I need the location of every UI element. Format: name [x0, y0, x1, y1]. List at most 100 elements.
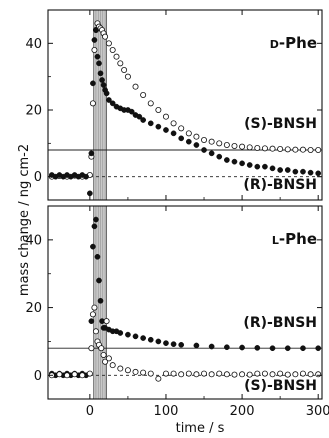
data-point [88, 345, 95, 352]
data-point [147, 120, 154, 127]
data-point [254, 370, 261, 377]
data-point [277, 145, 284, 152]
data-point [300, 345, 306, 352]
data-point [246, 144, 253, 151]
data-point [284, 167, 291, 173]
y-tick-label: 20 [25, 104, 42, 119]
y-axis-title: mass change / ng cm-2 [17, 144, 32, 296]
data-point [239, 371, 246, 378]
data-point [140, 92, 147, 99]
data-point [208, 138, 215, 145]
data-point [239, 143, 246, 150]
data-point [201, 147, 207, 153]
data-point [147, 100, 154, 107]
data-point [91, 304, 98, 311]
data-point [155, 107, 162, 114]
data-point [86, 370, 93, 377]
data-point [147, 370, 154, 377]
data-point [96, 277, 102, 284]
data-point [185, 138, 192, 145]
panel-l-phe: (R)-BNSH (S)-BNSH 0 20 40 0 100 200 300 L-Phe [25, 205, 329, 419]
x-tick-label: 100 [154, 404, 179, 419]
data-point [140, 117, 146, 123]
data-point [254, 163, 261, 170]
data-point [155, 375, 162, 382]
data-point [178, 371, 185, 378]
data-point [106, 97, 112, 103]
data-point [128, 108, 135, 115]
data-point [170, 120, 177, 127]
data-point [224, 344, 230, 351]
data-point [132, 368, 139, 375]
data-point [307, 169, 314, 176]
series-label: (S)-BNSH [244, 116, 317, 132]
data-point [300, 168, 306, 175]
data-point [113, 53, 120, 60]
data-point [261, 145, 268, 152]
data-point [246, 371, 253, 378]
data-point [269, 165, 276, 172]
data-point [307, 371, 314, 378]
data-point [269, 371, 276, 378]
data-point [193, 342, 200, 349]
data-point [109, 100, 116, 107]
data-point [239, 160, 245, 167]
data-point [185, 130, 192, 137]
x-tick-label: 0 [86, 404, 94, 419]
data-point [90, 243, 96, 250]
data-point [140, 335, 146, 341]
data-point [117, 60, 124, 67]
data-point [94, 53, 101, 60]
series-label: (S)-BNSH [244, 378, 317, 394]
data-point [132, 333, 139, 340]
data-point [102, 358, 109, 365]
data-point [269, 345, 276, 352]
data-point [262, 163, 268, 170]
series-label: (R)-BNSH [243, 177, 317, 193]
data-point [102, 33, 109, 40]
data-point [117, 330, 124, 336]
data-point [162, 370, 169, 377]
data-point [124, 73, 131, 80]
data-point [117, 365, 124, 372]
data-point [224, 157, 230, 163]
y-tick-label: 0 [34, 170, 42, 185]
data-point [208, 150, 215, 157]
data-point [307, 146, 314, 153]
data-point [315, 170, 322, 177]
data-point [89, 100, 96, 107]
data-point [140, 369, 147, 376]
data-point [132, 83, 139, 90]
data-point [155, 123, 162, 130]
data-point [100, 82, 107, 88]
data-point [93, 216, 99, 223]
data-point [299, 370, 306, 377]
data-point [277, 167, 283, 173]
data-point [284, 146, 291, 153]
plot-frame [47, 9, 323, 201]
data-point [88, 150, 95, 157]
data-point [79, 372, 86, 379]
data-point [109, 47, 116, 54]
data-point [178, 125, 185, 132]
data-point [109, 362, 116, 369]
data-point [216, 370, 223, 377]
data-point [105, 40, 112, 47]
data-point [284, 371, 291, 378]
data-point [216, 153, 223, 160]
data-point [277, 370, 284, 377]
data-point [246, 162, 253, 168]
data-point [178, 341, 185, 348]
data-point [315, 371, 322, 378]
data-point [254, 345, 261, 351]
data-point [125, 331, 131, 338]
y-tick-label: 40 [25, 233, 42, 248]
data-point [91, 47, 98, 54]
data-point [170, 341, 177, 347]
data-point [162, 113, 169, 120]
data-point [170, 130, 177, 137]
data-point [315, 345, 322, 352]
data-point [97, 297, 104, 304]
data-point [163, 127, 169, 133]
